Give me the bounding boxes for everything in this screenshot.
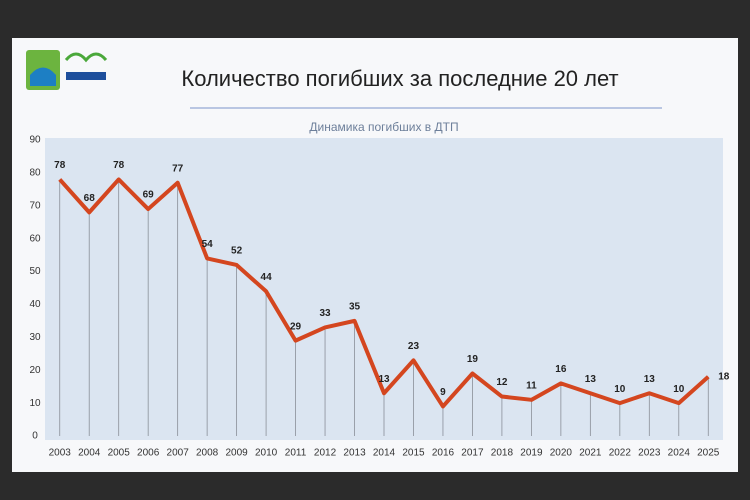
data-label: 78 — [113, 160, 125, 171]
x-tick-label: 2010 — [255, 448, 278, 459]
chart-subtitle: Динамика погибших в ДТП — [309, 120, 458, 134]
x-tick-label: 2008 — [196, 448, 219, 459]
x-tick-label: 2013 — [343, 448, 366, 459]
data-label: 13 — [644, 374, 656, 385]
x-tick-label: 2006 — [137, 448, 160, 459]
x-tick-label: 2023 — [638, 448, 661, 459]
x-tick-label: 2009 — [225, 448, 248, 459]
x-tick-label: 2020 — [550, 448, 573, 459]
data-label: 13 — [585, 374, 597, 385]
x-tick-label: 2019 — [520, 448, 543, 459]
data-label: 12 — [496, 377, 508, 388]
data-label: 33 — [319, 308, 331, 319]
x-tick-label: 2012 — [314, 448, 337, 459]
y-tick-label: 40 — [29, 299, 41, 310]
data-label: 19 — [467, 354, 479, 365]
data-label: 29 — [290, 321, 302, 332]
data-label: 69 — [143, 190, 155, 201]
x-tick-label: 2004 — [78, 448, 101, 459]
data-label: 10 — [614, 384, 626, 395]
chart-title: Количество погибших за последние 20 лет — [181, 66, 618, 91]
x-tick-label: 2005 — [108, 448, 131, 459]
y-tick-label: 0 — [32, 431, 38, 442]
data-label: 52 — [231, 246, 243, 257]
data-label: 13 — [378, 374, 390, 385]
data-label: 68 — [84, 193, 96, 204]
x-tick-label: 2025 — [697, 448, 720, 459]
data-label: 35 — [349, 302, 361, 313]
data-label: 23 — [408, 341, 420, 352]
data-label: 9 — [440, 387, 446, 398]
y-tick-label: 90 — [29, 135, 41, 146]
logo — [26, 50, 108, 90]
data-label: 44 — [261, 272, 273, 283]
data-label: 77 — [172, 163, 184, 174]
x-tick-label: 2007 — [167, 448, 190, 459]
x-tick-label: 2003 — [49, 448, 72, 459]
x-tick-label: 2014 — [373, 448, 396, 459]
y-tick-label: 30 — [29, 332, 41, 343]
data-label: 11 — [526, 380, 537, 391]
x-tick-label: 2016 — [432, 448, 455, 459]
y-tick-label: 80 — [29, 168, 41, 179]
y-tick-label: 60 — [29, 233, 41, 244]
x-tick-label: 2015 — [402, 448, 425, 459]
data-label: 54 — [202, 239, 214, 250]
x-tick-label: 2017 — [461, 448, 484, 459]
data-label: 16 — [555, 364, 567, 375]
x-tick-label: 2022 — [609, 448, 632, 459]
y-tick-label: 10 — [29, 398, 41, 409]
data-line — [58, 177, 710, 409]
data-label: 78 — [54, 160, 66, 171]
y-tick-label: 70 — [29, 200, 41, 211]
y-tick-label: 50 — [29, 266, 41, 277]
x-tick-label: 2018 — [491, 448, 514, 459]
data-label: 10 — [673, 384, 685, 395]
x-tick-label: 2021 — [579, 448, 602, 459]
y-tick-label: 20 — [29, 365, 41, 376]
x-tick-label: 2024 — [668, 448, 691, 459]
data-label: 18 — [718, 371, 730, 382]
x-tick-label: 2011 — [285, 448, 307, 459]
